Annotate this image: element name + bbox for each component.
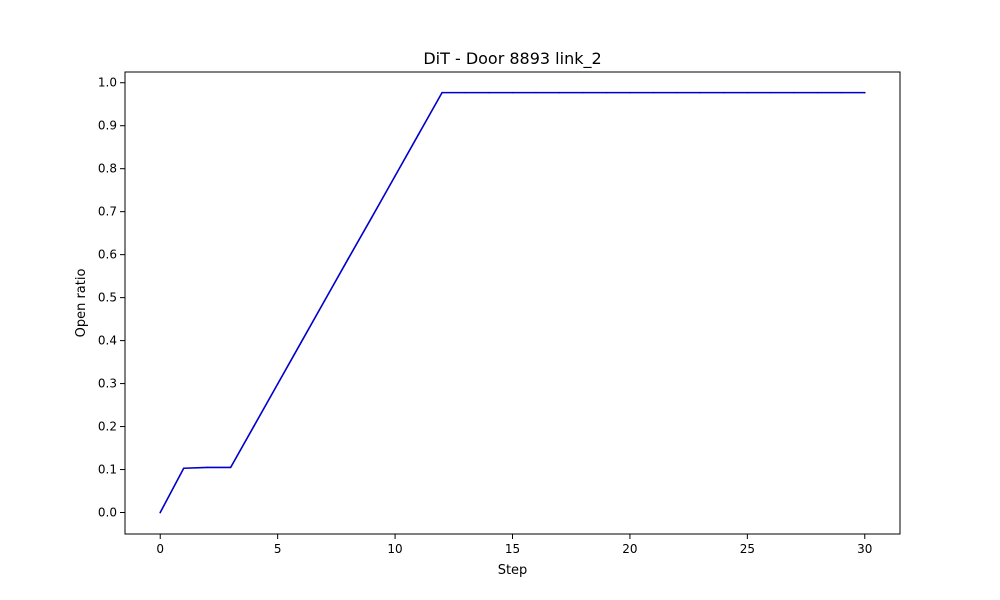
- data-point: [370, 216, 373, 219]
- x-tick-label: 10: [387, 542, 402, 556]
- y-tick-label: 0.9: [98, 119, 117, 133]
- data-point: [770, 91, 772, 94]
- data-point: [206, 466, 208, 469]
- x-tick-label: 5: [274, 542, 282, 556]
- x-tick-label: 20: [622, 542, 637, 556]
- data-point: [511, 91, 514, 94]
- data-point: [417, 133, 420, 136]
- data-point: [840, 91, 843, 94]
- data-point: [535, 91, 537, 94]
- data-point: [699, 91, 702, 94]
- x-tick-label: 15: [505, 542, 520, 556]
- data-point: [652, 91, 655, 94]
- data-point: [863, 91, 866, 94]
- data-point: [746, 91, 749, 94]
- y-tick-label: 0.4: [98, 334, 117, 348]
- y-axis-label: Open ratio: [74, 269, 89, 338]
- data-point: [394, 175, 396, 177]
- data-point: [629, 91, 631, 94]
- data-point: [582, 91, 584, 94]
- data-point: [464, 91, 467, 94]
- data-point: [605, 91, 608, 94]
- data-point: [488, 91, 490, 94]
- data-point: [159, 511, 162, 514]
- data-point: [676, 91, 678, 94]
- y-tick-label: 0.3: [98, 377, 117, 391]
- data-point: [300, 341, 302, 344]
- data-point: [276, 383, 279, 385]
- data-point: [558, 91, 561, 94]
- x-axis: 0 5 10 15 20 25 30: [156, 534, 872, 556]
- data-point: [441, 91, 443, 94]
- x-tick-label: 25: [740, 542, 755, 556]
- series-group: [159, 91, 866, 514]
- y-tick-label: 1.0: [98, 76, 117, 90]
- y-tick-label: 0.6: [98, 248, 117, 262]
- data-point: [323, 299, 326, 302]
- data-point: [253, 424, 255, 427]
- y-tick-label: 0.2: [98, 420, 117, 434]
- chart-title: DiT - Door 8893 link_2: [423, 49, 601, 69]
- data-point: [182, 467, 185, 470]
- y-tick-label: 0.8: [98, 162, 117, 176]
- series-line: [159, 91, 866, 514]
- y-tick-label: 0.1: [98, 463, 117, 477]
- plot-area: 0 5 10 15 20 25 30 0.0 0.1 0.2 0.3 0.4 0.5 0.6 0.7 0.8…: [98, 71, 901, 556]
- data-point: [347, 258, 349, 260]
- x-axis-label: Step: [498, 563, 528, 578]
- data-point: [229, 466, 232, 469]
- data-point: [723, 91, 725, 94]
- y-axis: 0.0 0.1 0.2 0.3 0.4 0.5 0.6 0.7 0.8 0.9 1.0: [98, 76, 125, 520]
- data-point: [793, 91, 796, 94]
- y-tick-label: 0.7: [98, 205, 117, 219]
- y-tick-label: 0.0: [98, 506, 117, 520]
- plot-frame: [124, 71, 901, 535]
- x-tick-label: 0: [156, 542, 164, 556]
- x-tick-label: 30: [857, 542, 872, 556]
- y-tick-label: 0.5: [98, 291, 117, 305]
- data-point: [817, 91, 819, 94]
